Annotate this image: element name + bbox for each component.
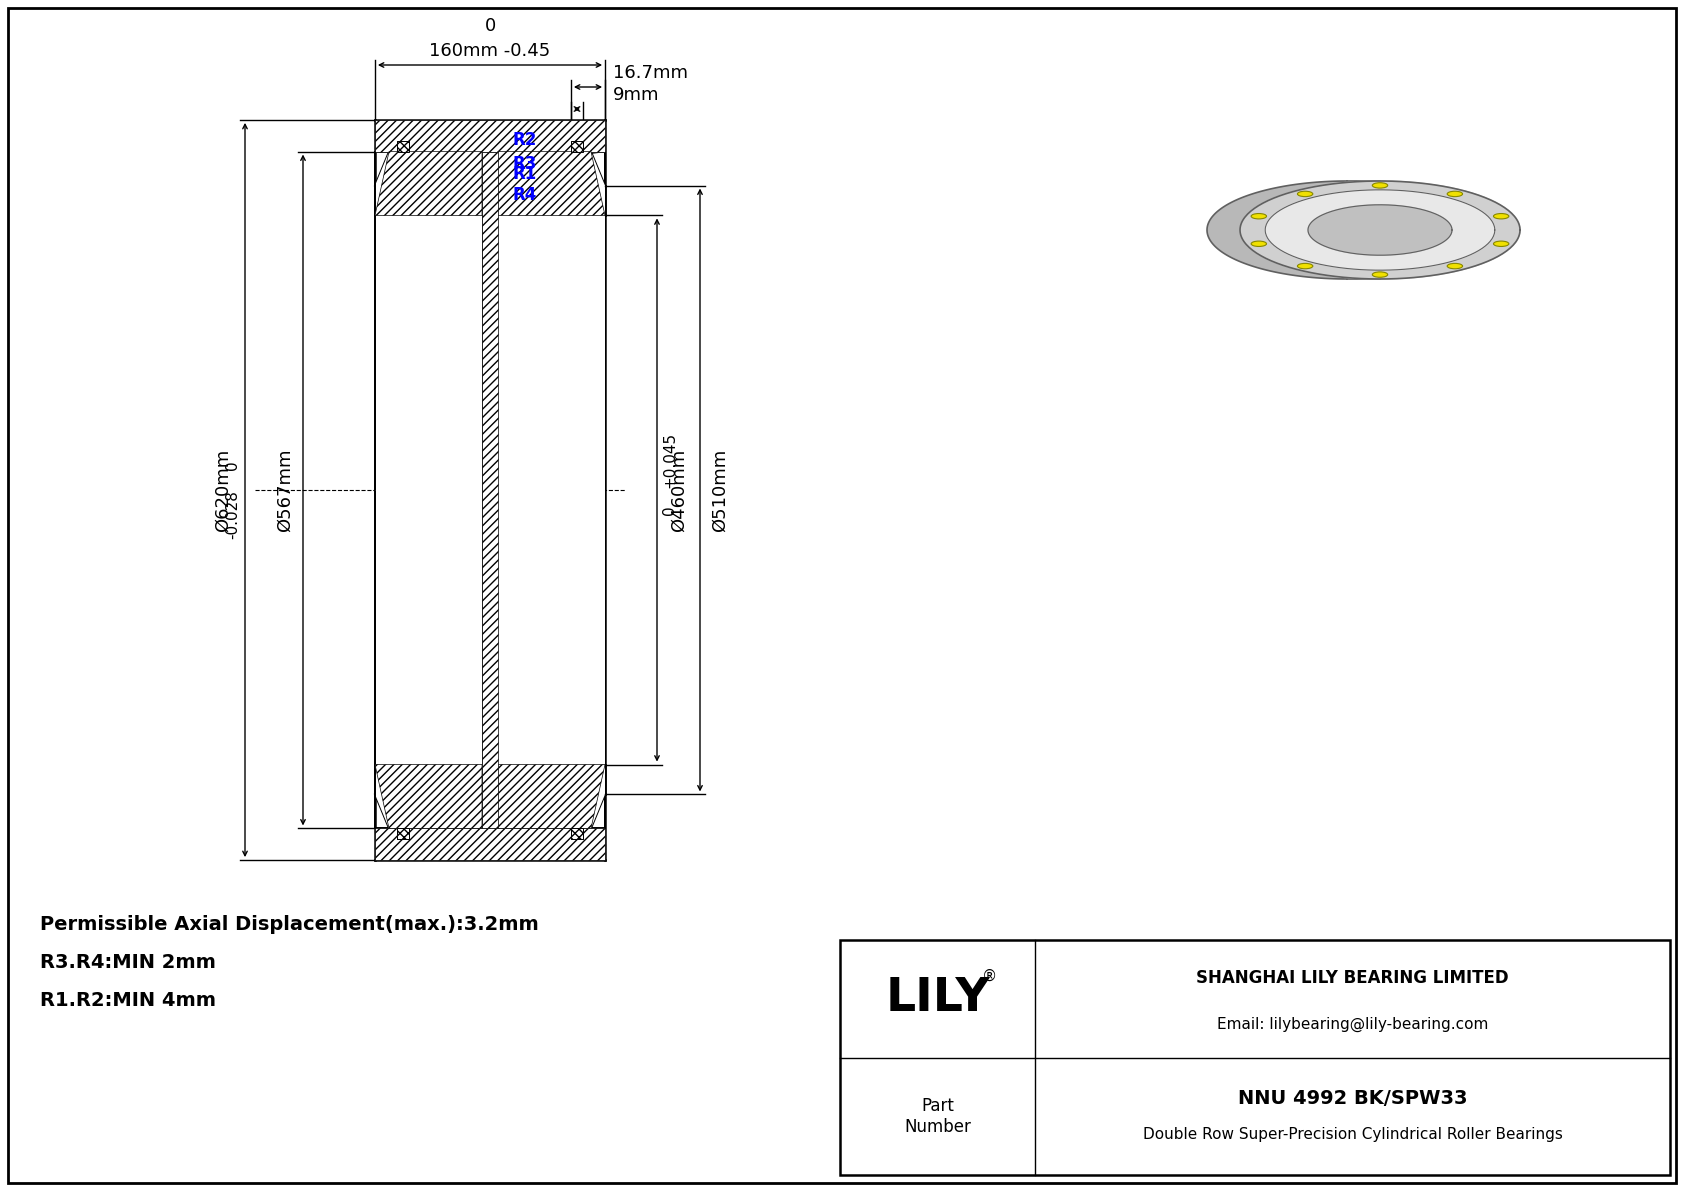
Polygon shape [376,765,482,829]
Polygon shape [376,151,482,829]
Ellipse shape [1372,272,1388,278]
Text: 16.7mm: 16.7mm [613,64,689,82]
Polygon shape [498,151,605,829]
Text: LILY: LILY [886,977,990,1021]
Text: R4: R4 [514,187,537,205]
Polygon shape [1265,189,1495,270]
Text: 0: 0 [485,17,495,35]
Text: 160mm -0.45: 160mm -0.45 [429,42,551,60]
Text: Email: lilybearing@lily-bearing.com: Email: lilybearing@lily-bearing.com [1218,1017,1489,1033]
Text: R1.R2:MIN 4mm: R1.R2:MIN 4mm [40,991,216,1010]
Text: R3.R4:MIN 2mm: R3.R4:MIN 2mm [40,953,216,972]
Text: 0: 0 [226,460,241,469]
Polygon shape [571,829,583,840]
Polygon shape [498,151,605,216]
Text: NNU 4992 BK/SPW33: NNU 4992 BK/SPW33 [1238,1089,1467,1108]
Text: Ø460mm: Ø460mm [670,448,689,531]
Polygon shape [397,141,409,151]
Ellipse shape [1297,192,1314,197]
Polygon shape [498,765,605,829]
Ellipse shape [1251,213,1266,219]
Text: 0: 0 [662,505,677,515]
Text: Ø567mm: Ø567mm [276,448,295,531]
Text: Ø510mm: Ø510mm [711,448,729,531]
Text: Ø620mm: Ø620mm [214,448,232,531]
Ellipse shape [1447,263,1463,269]
Text: +0.045: +0.045 [662,432,677,488]
Ellipse shape [1494,213,1509,219]
Polygon shape [571,141,583,151]
Text: R3: R3 [514,155,537,173]
Ellipse shape [1297,263,1314,269]
Ellipse shape [1494,241,1509,247]
Ellipse shape [1447,192,1463,197]
Polygon shape [376,490,605,860]
Text: R1: R1 [514,164,537,182]
Text: Part
Number: Part Number [904,1097,972,1136]
Polygon shape [1239,181,1521,279]
Ellipse shape [1251,241,1266,247]
Polygon shape [376,151,482,216]
Polygon shape [1207,181,1521,279]
Polygon shape [482,151,498,829]
Ellipse shape [1372,182,1388,188]
Text: 9mm: 9mm [613,86,660,104]
Text: ®: ® [982,969,997,984]
Polygon shape [397,829,409,840]
Text: R2: R2 [514,131,537,149]
Text: -0.028: -0.028 [226,491,241,540]
Polygon shape [1308,205,1452,255]
Polygon shape [376,120,605,490]
Bar [840,940,1671,1176]
Text: Permissible Axial Displacement(max.):3.2mm: Permissible Axial Displacement(max.):3.2… [40,915,539,934]
Text: SHANGHAI LILY BEARING LIMITED: SHANGHAI LILY BEARING LIMITED [1196,968,1509,986]
Text: Double Row Super-Precision Cylindrical Roller Bearings: Double Row Super-Precision Cylindrical R… [1142,1127,1563,1142]
